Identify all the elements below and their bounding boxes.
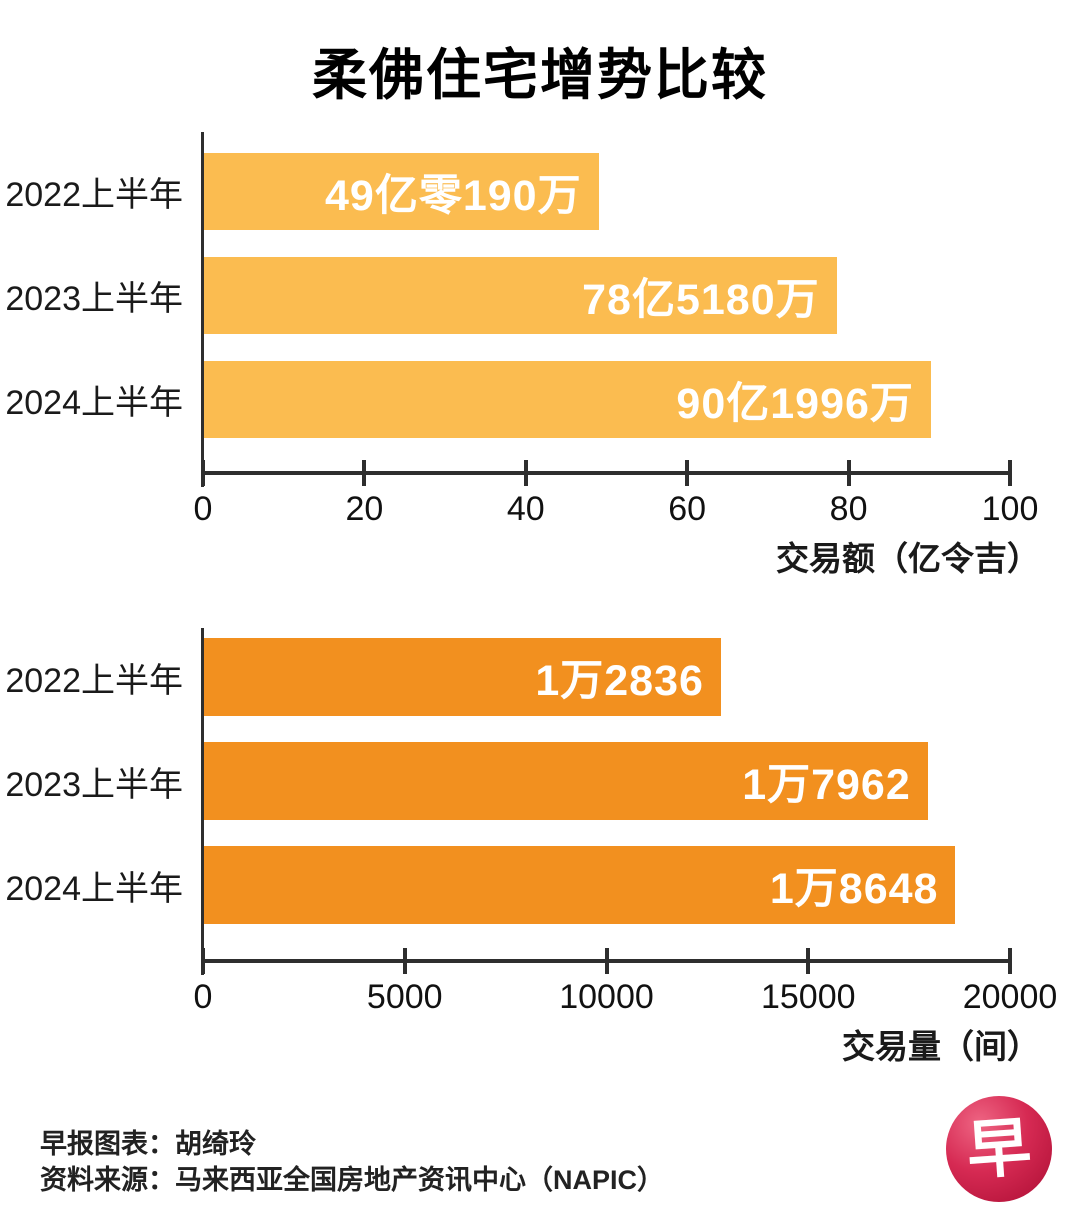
y-axis-line <box>201 132 204 487</box>
x-axis-tick-label: 20 <box>345 490 384 528</box>
bar-track: 1万2836 <box>203 638 1010 716</box>
x-axis-tick-mark <box>523 460 528 486</box>
category-label: 2023上半年 <box>5 765 183 804</box>
x-axis-tick-label: 5000 <box>366 978 443 1016</box>
bar-value-label: 1万7962 <box>742 761 911 809</box>
chart-title: 柔佛住宅增势比较 <box>311 44 768 106</box>
y-axis-line <box>201 628 204 975</box>
bar-value-label: 90亿1996万 <box>676 379 914 428</box>
x-axis-tick-label: 0 <box>193 490 213 528</box>
transaction-value-chart: 2022上半年 49亿零190万 2023上半年 78亿5180万 2024上半年 90亿… <box>0 132 1080 577</box>
bar-value-label: 49亿零190万 <box>325 171 582 220</box>
bar-value-label: 1万2836 <box>535 657 704 705</box>
x-axis-tick-label: 60 <box>668 490 707 528</box>
bar: 1万8648 <box>203 846 956 924</box>
category-label: 2024上半年 <box>5 384 183 422</box>
zaobao-logo-char: 早 <box>964 1110 1034 1188</box>
x-axis-tick-label: 20000 <box>962 978 1058 1016</box>
bar-row: 2024上半年 1万8648 <box>0 846 1080 924</box>
bar-track: 1万8648 <box>203 846 1010 924</box>
bar-row: 2022上半年 1万2836 <box>0 638 1080 716</box>
x-axis-tick-mark <box>402 948 407 974</box>
bar-track: 90亿1996万 <box>203 361 1010 438</box>
bar-row: 2024上半年 90亿1996万 <box>0 361 1080 438</box>
bar-row: 2023上半年 78亿5180万 <box>0 257 1080 334</box>
x-axis-tick-mark <box>806 948 811 974</box>
bar-value-label: 78亿5180万 <box>582 275 820 324</box>
bar-row: 2023上半年 1万7962 <box>0 742 1080 820</box>
bar-row: 2022上半年 49亿零190万 <box>0 153 1080 230</box>
x-axis-tick-label: 40 <box>506 490 545 528</box>
bar-track: 78亿5180万 <box>203 257 1010 334</box>
x-axis-tick-mark <box>685 460 690 486</box>
bar-track: 1万7962 <box>203 742 1010 820</box>
x-axis-tick-label: 100 <box>981 490 1039 528</box>
bar: 90亿1996万 <box>203 361 931 438</box>
x-axis-tick-mark <box>604 948 609 974</box>
x-axis-tick-label: 0 <box>193 978 213 1016</box>
x-axis-tick-mark <box>362 460 367 486</box>
bar: 49亿零190万 <box>203 153 599 230</box>
bar-rows: 2022上半年 1万2836 2023上半年 1万7962 2024上半年 1万8648 <box>0 628 1080 924</box>
bar: 78亿5180万 <box>203 257 837 334</box>
x-axis-line <box>203 471 1010 475</box>
x-axis-title: 交易额（亿令吉） <box>776 540 1040 577</box>
x-axis-tick-label: 15000 <box>760 978 856 1016</box>
footer-credit: 早报图表：胡绮玲 <box>40 1129 256 1159</box>
category-label: 2022上半年 <box>5 661 183 700</box>
footer-source: 资料来源：马来西亚全国房地产资讯中心（NAPIC） <box>40 1165 665 1195</box>
x-axis-tick-mark <box>1008 460 1012 486</box>
bar-track: 49亿零190万 <box>203 153 1010 230</box>
bar: 1万7962 <box>203 742 928 820</box>
category-label: 2023上半年 <box>5 280 183 318</box>
x-axis-tick-mark <box>201 460 205 486</box>
bar: 1万2836 <box>203 638 721 716</box>
x-axis-tick-mark <box>1008 948 1012 974</box>
x-axis-tick-mark <box>846 460 851 486</box>
bar-value-label: 1万8648 <box>769 865 939 913</box>
category-label: 2024上半年 <box>5 869 183 908</box>
x-axis-tick-mark <box>201 948 205 974</box>
x-axis-tick-label: 10000 <box>559 978 654 1016</box>
x-axis-tick-label: 80 <box>829 490 868 528</box>
category-label: 2022上半年 <box>5 176 183 214</box>
zaobao-logo: 早 <box>946 1096 1052 1202</box>
transaction-volume-chart: 2022上半年 1万2836 2023上半年 1万7962 2024上半年 1万8648 … <box>0 628 1080 1068</box>
bar-rows: 2022上半年 49亿零190万 2023上半年 78亿5180万 2024上半年 90亿… <box>0 132 1080 438</box>
x-axis-title: 交易量（间） <box>842 1028 1040 1065</box>
